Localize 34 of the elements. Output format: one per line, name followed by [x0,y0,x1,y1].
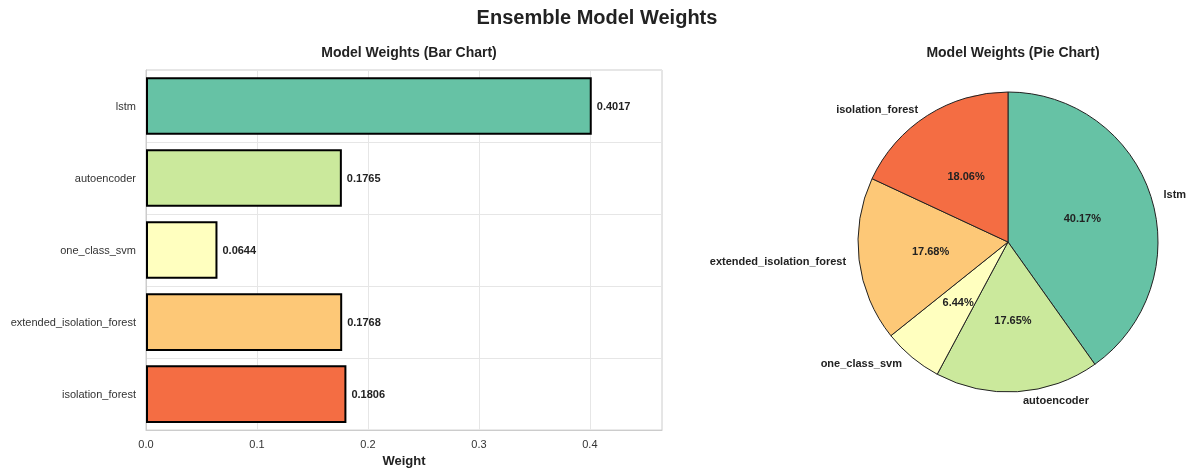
data-label: 40.17% [1063,212,1102,225]
x-tick-label: 0.1 [249,437,265,450]
data-label: 0.4017 [596,100,631,113]
slice-label: extended_isolation_forest [709,254,847,267]
x-tick-label: 0.0 [138,437,154,450]
chart-title: Model Weights (Bar Chart) [321,44,497,60]
data-label: 6.44% [942,295,974,308]
y-tick-label: autoencoder [74,172,137,185]
data-label: 17.65% [994,313,1032,326]
y-tick-label: extended_isolation_forest [10,316,136,329]
bar [146,149,342,207]
slice-label: isolation_forest [836,102,919,115]
slice-label: autoencoder [1022,393,1090,406]
y-tick-label: one_class_svm [60,244,136,257]
y-tick-label: isolation_forest [62,388,136,401]
y-tick-label: lstm [115,100,136,113]
slice-label: lstm [1163,187,1187,200]
bar [146,293,343,351]
data-label: 18.06% [947,170,985,183]
bar [146,221,218,279]
bar [146,77,592,135]
data-label: 0.1768 [347,316,381,329]
chart-title: Model Weights (Pie Chart) [926,44,1100,60]
data-label: 0.0644 [222,244,257,257]
bar [146,365,347,423]
x-tick-label: 0.2 [360,437,376,450]
x-axis-title: Weight [382,453,427,468]
x-tick-label: 0.4 [582,437,598,450]
data-label: 0.1806 [351,388,386,401]
data-label: 17.68% [911,245,950,258]
data-label: 0.1765 [346,172,381,185]
x-tick-label: 0.3 [471,437,487,450]
text: Ensemble Model Weights [475,6,719,29]
slice-label: one_class_svm [820,357,903,370]
